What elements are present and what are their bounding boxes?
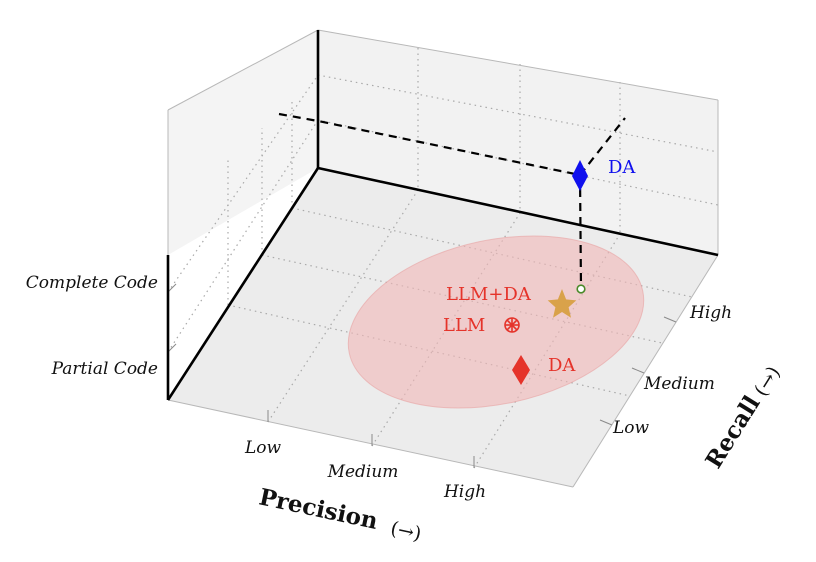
- precision-tick-low: Low: [244, 438, 282, 458]
- floor-anchor-dot: [576, 284, 586, 294]
- precision-title-text: Precision: [257, 483, 381, 535]
- precision-title-arrow: (→): [389, 517, 424, 545]
- da-projection-label: DA: [608, 157, 636, 178]
- highlight-region: [347, 235, 645, 409]
- frame-dark: [166, 30, 719, 401]
- llm-marker: [504, 317, 520, 333]
- llm-label: LLM: [443, 315, 485, 336]
- llm-da-star-marker: [547, 289, 577, 318]
- back-wall: [318, 30, 718, 255]
- tick-marks: [167, 283, 677, 468]
- recall-title-text: Recall: [700, 391, 765, 473]
- da-marker: [512, 355, 530, 385]
- precision-tick-high: High: [443, 482, 486, 502]
- code-tick-partial: Partial Code: [51, 359, 158, 379]
- recall-tick-medium: Medium: [643, 374, 715, 394]
- da-projection-marker: [572, 160, 588, 191]
- llm-da-label: LLM+DA: [446, 284, 532, 305]
- precision-tick-medium: Medium: [327, 462, 399, 482]
- recall-title-arrow: (→): [750, 363, 785, 401]
- recall-tick-low: Low: [612, 418, 650, 438]
- code-tick-complete: Complete Code: [26, 273, 158, 293]
- da-label: DA: [548, 355, 576, 376]
- left-wall: [168, 30, 318, 255]
- left-wall-grid: [167, 74, 319, 353]
- projection-lines: [278, 112, 626, 290]
- recall-tick-high: High: [689, 303, 732, 323]
- frame-light: [167, 29, 719, 488]
- precision-axis-title: Precision (→): [257, 483, 424, 545]
